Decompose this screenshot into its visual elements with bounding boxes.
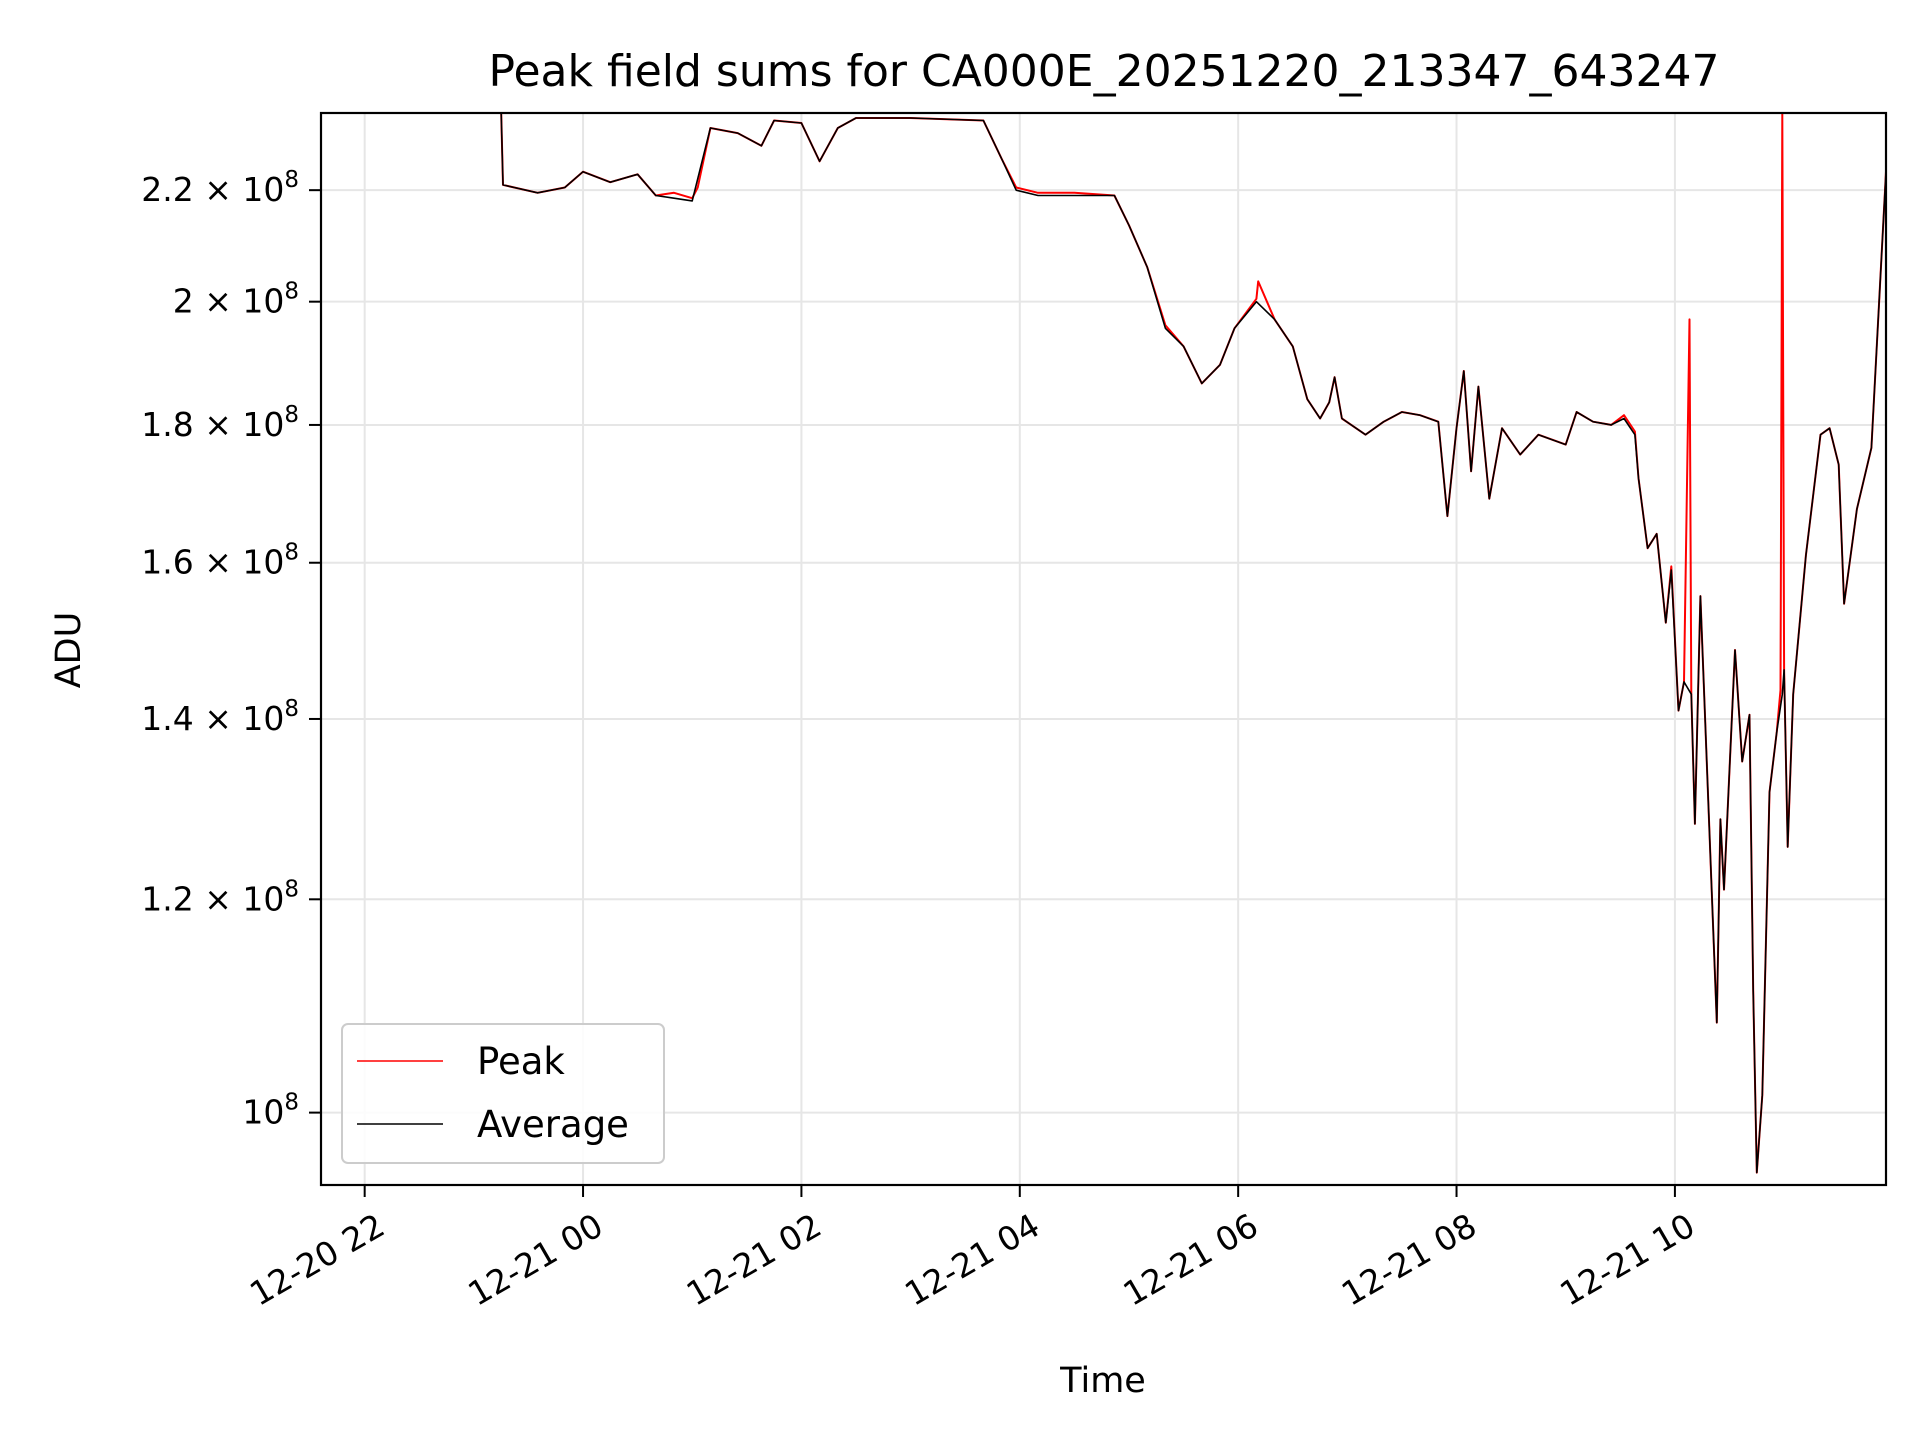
legend: Peak Average [341, 1023, 665, 1164]
series-line-average [321, 113, 1886, 1174]
series-lines [321, 113, 1886, 1174]
y-tick-label: 1.4 × 108 [141, 696, 299, 738]
x-axis-label: Time [1059, 1361, 1146, 1401]
plot-frame [319, 111, 1888, 1187]
y-tick-label: 1.2 × 108 [141, 876, 299, 918]
y-tick-label: 2.2 × 108 [141, 167, 299, 209]
y-tick-label: 2 × 108 [173, 279, 299, 321]
y-tick-label: 1.6 × 108 [141, 540, 299, 582]
chart-title: Peak field sums for CA000E_20251220_2133… [489, 46, 1720, 97]
legend-label-peak: Peak [477, 1040, 565, 1083]
legend-box [341, 1023, 665, 1164]
y-tick-label: 1.8 × 108 [141, 402, 299, 444]
y-axis-label: ADU [49, 612, 89, 689]
legend-label-average: Average [477, 1103, 629, 1146]
